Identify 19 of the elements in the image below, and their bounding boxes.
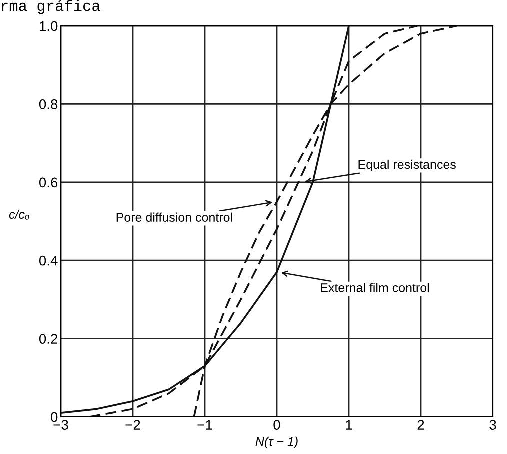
x-tick-label: 2: [418, 420, 424, 430]
x-axis-title: N(τ − 1): [256, 436, 298, 449]
y-tick-label: 0: [51, 412, 58, 422]
x-tick-label: −1: [198, 420, 212, 430]
annotation: External film control: [321, 283, 430, 292]
y-tick-label: 0.6: [39, 178, 58, 188]
y-tick-label: 1.0: [40, 21, 58, 32]
chart-title: rma gráfica: [2, 0, 100, 14]
x-tick-label: 1: [346, 420, 352, 430]
annotation: Pore diffusion control: [116, 212, 232, 222]
y-tick-label: 0.2: [39, 334, 58, 344]
x-tick-label: 0: [274, 420, 280, 430]
x-tick-label: 3: [490, 420, 496, 430]
y-tick-label: 0.8: [39, 100, 58, 110]
y-axis-title: c/cₒ: [9, 210, 30, 220]
x-tick-label: −3: [54, 420, 68, 430]
y-tick-label: 0.4: [39, 256, 58, 266]
x-tick-label: −2: [126, 420, 140, 430]
annotation: Equal resistances: [358, 160, 456, 172]
